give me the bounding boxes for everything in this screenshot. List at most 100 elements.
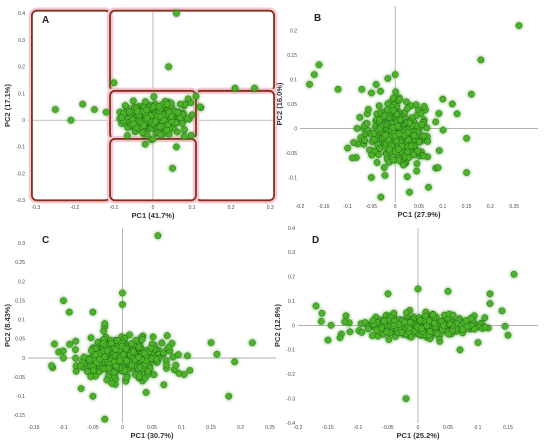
- data-point: [435, 147, 443, 154]
- data-point: [396, 96, 403, 103]
- data-point: [376, 125, 384, 133]
- panel-label: B: [314, 13, 321, 24]
- region-glow-2: [106, 7, 278, 95]
- data-point: [382, 131, 390, 139]
- data-point: [160, 116, 168, 124]
- x-tick-label: -0.05: [366, 204, 378, 210]
- data-point: [415, 138, 423, 146]
- region-1: [31, 9, 111, 202]
- data-point: [155, 103, 163, 110]
- x-tick-label: -0.1: [59, 425, 68, 431]
- outlier-point: [79, 100, 87, 108]
- data-point: [122, 345, 130, 353]
- data-point: [471, 325, 478, 333]
- data-point: [149, 333, 157, 341]
- data-point: [375, 151, 382, 158]
- outlier-point: [213, 350, 221, 358]
- y-tick-label: -0.15: [14, 413, 26, 419]
- outlier-point: [310, 71, 318, 78]
- data-point: [361, 136, 368, 144]
- y-tick-label: 0.15: [287, 53, 297, 59]
- outlier-point: [312, 302, 320, 310]
- data-point: [59, 347, 67, 355]
- data-point: [136, 364, 144, 371]
- data-point: [72, 354, 79, 362]
- data-point: [481, 323, 489, 331]
- data-point: [413, 167, 420, 175]
- outlier-point: [165, 63, 172, 71]
- outlier-point: [425, 183, 432, 191]
- y-tick-label: 0: [22, 356, 25, 362]
- data-point: [467, 314, 475, 322]
- x-tick-label: 0.1: [178, 425, 185, 431]
- outlier-point: [192, 92, 200, 100]
- outlier-point: [66, 308, 73, 316]
- outlier-point: [177, 100, 184, 108]
- x-tick-label: 0.05: [443, 425, 453, 431]
- data-point: [87, 334, 95, 342]
- data-point: [403, 309, 410, 317]
- x-tick-label: -0.05: [382, 425, 394, 431]
- y-tick-label: 0.2: [18, 279, 25, 285]
- y-tick-label: 0.3: [288, 250, 295, 256]
- data-point: [385, 336, 393, 343]
- data-point: [383, 328, 390, 336]
- outlier-point: [231, 84, 239, 92]
- data-point: [390, 309, 398, 317]
- data-point: [66, 340, 73, 348]
- data-point: [121, 102, 129, 109]
- data-point: [420, 132, 428, 140]
- data-point: [356, 114, 364, 121]
- panel-d: -0.2 -0.15 -0.1 -0.05 0 0.05 0.1 0.15 -0.4 -0.3 -0…: [273, 226, 538, 440]
- outlier-point: [463, 134, 470, 142]
- outlier-point: [52, 106, 59, 113]
- outlier-point: [486, 300, 494, 307]
- data-point: [384, 100, 392, 108]
- data-point: [365, 105, 372, 113]
- data-point: [110, 369, 118, 376]
- outlier-point: [336, 334, 344, 342]
- outlier-point: [315, 61, 323, 69]
- outlier-point: [342, 312, 350, 320]
- data-point: [371, 136, 378, 143]
- y-tick-label: 0.4: [18, 11, 25, 17]
- data-point: [501, 322, 509, 330]
- data-point: [150, 371, 158, 379]
- data-point: [172, 361, 180, 369]
- data-point: [417, 110, 425, 117]
- data-point: [140, 349, 148, 357]
- data-point: [392, 88, 399, 96]
- data-point: [440, 322, 447, 329]
- outlier-point: [160, 381, 168, 389]
- x-tick-label: -0.1: [354, 425, 363, 431]
- x-tick-label: 0.25: [509, 204, 519, 210]
- data-point: [138, 336, 146, 343]
- data-point: [412, 101, 420, 109]
- data-point: [112, 346, 120, 353]
- data-point: [407, 142, 415, 150]
- data-point: [341, 318, 349, 326]
- data-point: [134, 108, 141, 116]
- outlier-point: [251, 84, 258, 92]
- y-tick-label: -0.05: [14, 375, 26, 381]
- data-point: [147, 344, 155, 352]
- region-3: [195, 89, 275, 202]
- data-point: [142, 98, 149, 105]
- x-tick-label: -0.1: [110, 205, 119, 211]
- y-tick-label: 0: [294, 126, 297, 132]
- y-tick-label: 0.4: [288, 226, 295, 232]
- data-point: [143, 106, 151, 114]
- data-point: [112, 362, 120, 370]
- data-point: [184, 352, 191, 360]
- outlier-point: [225, 392, 233, 400]
- outlier-point: [173, 10, 180, 17]
- data-point: [394, 122, 402, 130]
- x-tick-label: -0.15: [318, 204, 330, 210]
- outlier-point: [463, 169, 470, 176]
- x-tick-label: 0.3: [267, 205, 274, 211]
- outlier-point: [384, 290, 392, 298]
- data-point: [346, 328, 354, 336]
- data-point: [143, 114, 151, 122]
- data-point: [150, 93, 158, 101]
- y-tick-label: 0.15: [15, 298, 25, 304]
